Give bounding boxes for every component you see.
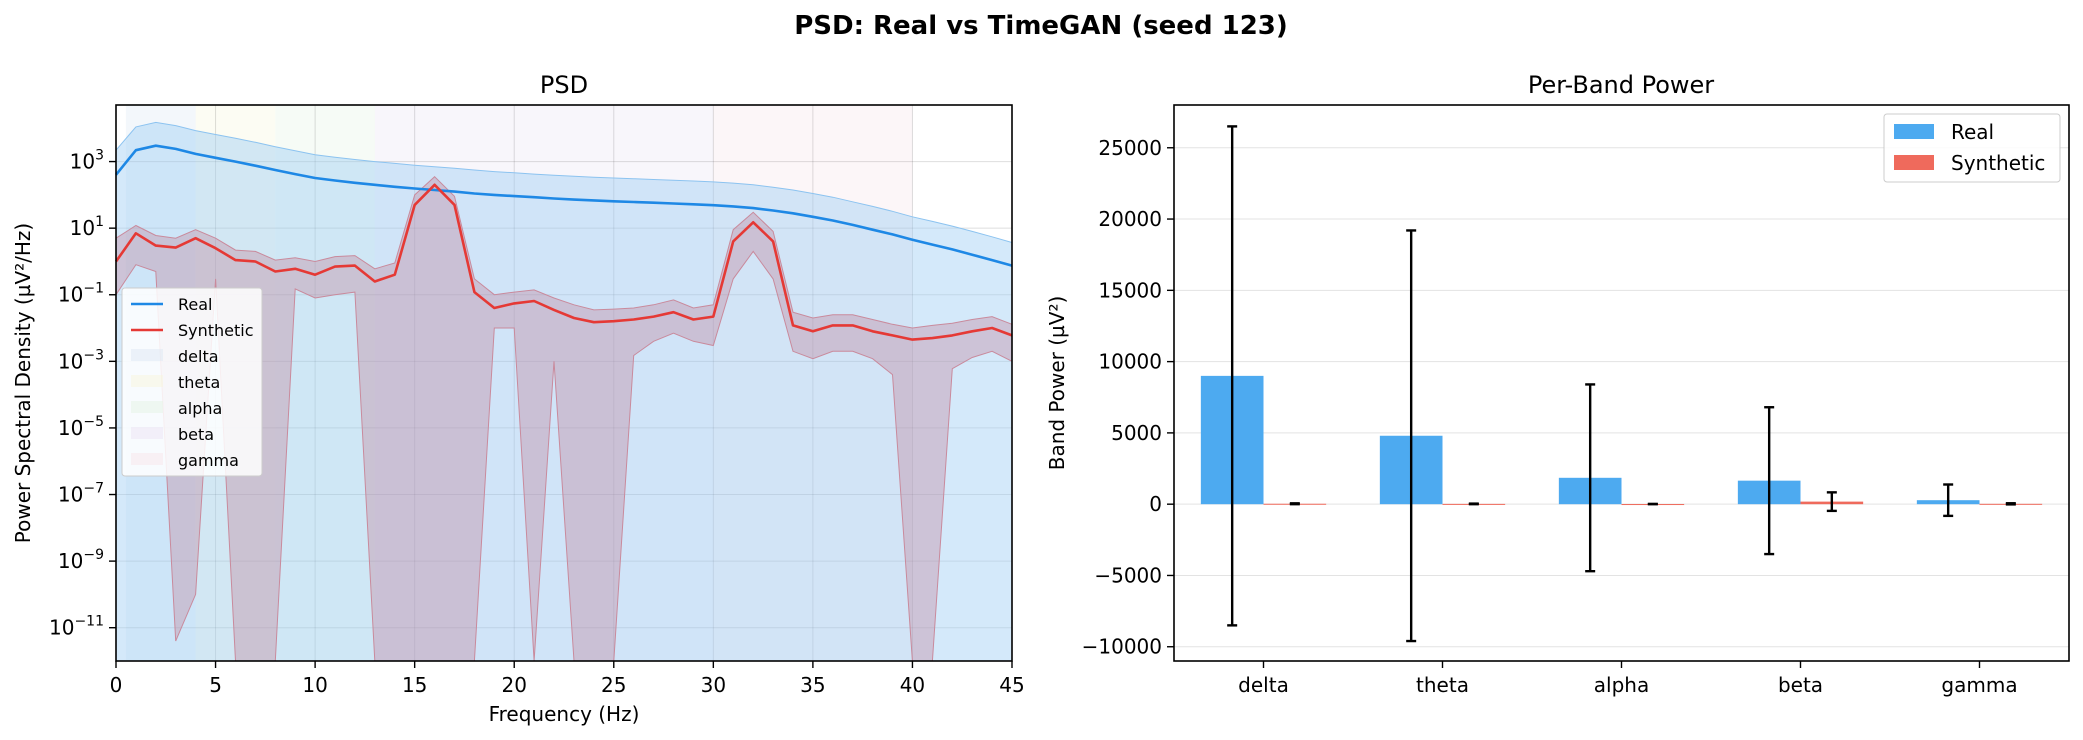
psd-x-tick-label: 0 bbox=[110, 673, 123, 697]
psd-x-tick-label: 25 bbox=[601, 673, 626, 697]
band-power-y-tick-label: −10000 bbox=[1082, 635, 1162, 659]
legend-label-real: Real bbox=[178, 295, 213, 314]
band-power-bars bbox=[1200, 375, 2043, 506]
legend-label-synthetic: Synthetic bbox=[178, 321, 254, 340]
psd-x-ticks: 0 5 10 15 20 25 30 35 40 45 bbox=[110, 661, 1025, 697]
band-power-x-tick-label: delta bbox=[1238, 673, 1289, 697]
band-power-y-tick-label: 15000 bbox=[1098, 278, 1162, 302]
band-power-grid bbox=[1174, 147, 2069, 648]
band-power-axes-frame bbox=[1173, 104, 2070, 662]
band-power-legend: Real Synthetic bbox=[1883, 113, 2061, 183]
band-power-x-tick-label: alpha bbox=[1594, 673, 1649, 697]
legend-swatch-synthetic-bar bbox=[1894, 155, 1934, 170]
psd-x-tick-label: 15 bbox=[402, 673, 427, 697]
legend-label-beta: beta bbox=[178, 425, 214, 444]
legend-swatch-real-bar bbox=[1894, 124, 1934, 139]
figure-suptitle: PSD: Real vs TimeGAN (seed 123) bbox=[794, 11, 1288, 41]
band-power-x-ticks: delta theta alpha beta gamma bbox=[1238, 661, 2018, 697]
band-power-title: Per-Band Power bbox=[1528, 71, 1714, 99]
psd-lines bbox=[114, 144, 1013, 341]
psd-title: PSD bbox=[540, 71, 588, 99]
legend-swatch-delta bbox=[131, 349, 163, 361]
psd-panel: PSD 0 5 10 15 20 25 30 35 40 45 10−11 10−9 10−7 10−5… bbox=[11, 71, 1025, 726]
legend-label-theta: theta bbox=[178, 373, 220, 392]
band-power-error-bars bbox=[1227, 125, 2016, 643]
legend-swatch-alpha bbox=[131, 401, 163, 413]
psd-x-axis-label: Frequency (Hz) bbox=[489, 702, 640, 726]
psd-x-tick-label: 20 bbox=[501, 673, 526, 697]
psd-y-tick-label: 101 bbox=[70, 214, 104, 240]
legend-swatch-gamma bbox=[131, 453, 163, 465]
band-power-panel: Per-Band Power delta theta alpha beta gamma … bbox=[1045, 71, 2070, 697]
band-power-y-ticks: −10000 −5000 0 5000 10000 15000 20000 25000 bbox=[1082, 136, 1174, 659]
psd-x-tick-label: 30 bbox=[701, 673, 726, 697]
psd-y-tick-label: 10−5 bbox=[58, 414, 104, 440]
psd-x-tick-label: 35 bbox=[800, 673, 825, 697]
band-power-x-tick-label: theta bbox=[1416, 673, 1469, 697]
psd-line-synthetic bbox=[114, 183, 1013, 341]
psd-line-real bbox=[114, 144, 1013, 267]
band-power-x-tick-label: gamma bbox=[1941, 673, 2017, 697]
legend-label-alpha: alpha bbox=[178, 399, 222, 418]
psd-y-tick-label: 10−1 bbox=[58, 281, 104, 307]
legend-label-gamma: gamma bbox=[178, 451, 239, 470]
psd-x-tick-label: 45 bbox=[999, 673, 1024, 697]
band-power-y-tick-label: 20000 bbox=[1098, 207, 1162, 231]
band-power-y-tick-label: 5000 bbox=[1111, 421, 1162, 445]
psd-y-tick-label: 10−7 bbox=[58, 481, 104, 507]
psd-axes-frame bbox=[115, 104, 1013, 662]
psd-y-ticks: 10−11 10−9 10−7 10−5 10−3 10−1 101 103 bbox=[49, 148, 116, 640]
band-power-y-tick-label: 10000 bbox=[1098, 350, 1162, 374]
psd-y-tick-label: 10−3 bbox=[58, 347, 104, 373]
legend-swatch-theta bbox=[131, 375, 163, 387]
psd-y-tick-label: 103 bbox=[70, 148, 104, 174]
legend-swatch-beta bbox=[131, 427, 163, 439]
band-power-y-tick-label: 0 bbox=[1149, 492, 1162, 516]
band-power-y-axis-label: Band Power (µV²) bbox=[1045, 296, 1069, 471]
legend-label-delta: delta bbox=[178, 347, 219, 366]
psd-x-tick-label: 40 bbox=[900, 673, 925, 697]
psd-x-tick-label: 10 bbox=[302, 673, 327, 697]
legend-label-real-bar: Real bbox=[1951, 120, 1994, 144]
band-power-x-tick-label: beta bbox=[1778, 673, 1823, 697]
psd-y-tick-label: 10−11 bbox=[49, 614, 104, 640]
psd-x-tick-label: 5 bbox=[209, 673, 222, 697]
band-power-y-tick-label: 25000 bbox=[1098, 136, 1162, 160]
band-region-alpha bbox=[275, 105, 375, 661]
legend-label-synthetic-bar: Synthetic bbox=[1951, 151, 2045, 175]
psd-y-tick-label: 10−9 bbox=[58, 547, 104, 573]
psd-y-axis-label: Power Spectral Density (µV²/Hz) bbox=[11, 223, 35, 543]
psd-legend: Real Synthetic delta theta alpha beta ga… bbox=[121, 287, 263, 477]
band-region-gamma bbox=[713, 105, 913, 661]
band-power-y-tick-label: −5000 bbox=[1094, 563, 1162, 587]
